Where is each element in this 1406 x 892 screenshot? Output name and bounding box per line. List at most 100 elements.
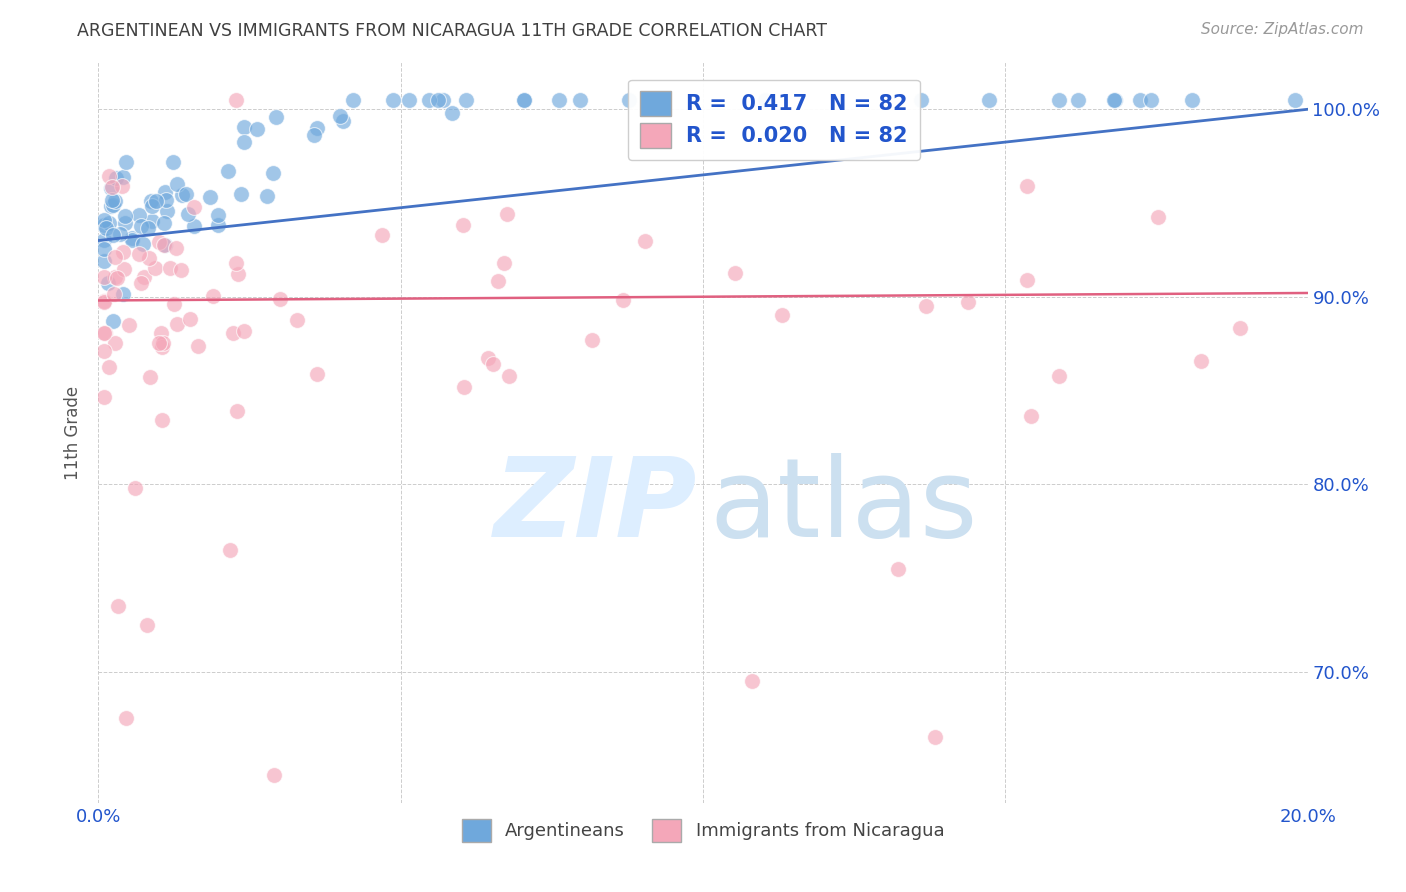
Point bbox=[103, 227, 125, 242]
Point bbox=[100, 179, 122, 194]
Point bbox=[1049, 93, 1071, 107]
Point bbox=[371, 227, 394, 242]
Point bbox=[129, 277, 152, 291]
Point bbox=[398, 93, 420, 107]
Point bbox=[101, 314, 124, 328]
Legend: Argentineans, Immigrants from Nicaragua: Argentineans, Immigrants from Nicaragua bbox=[454, 812, 952, 849]
Point bbox=[93, 295, 115, 310]
Point bbox=[104, 171, 127, 186]
Point bbox=[269, 292, 291, 306]
Point bbox=[162, 154, 184, 169]
Point bbox=[569, 93, 592, 107]
Point bbox=[93, 242, 115, 256]
Point bbox=[104, 270, 127, 285]
Point bbox=[131, 236, 153, 251]
Point bbox=[225, 93, 247, 107]
Point bbox=[114, 216, 136, 230]
Point bbox=[166, 317, 188, 331]
Point bbox=[329, 109, 352, 123]
Point bbox=[135, 617, 157, 632]
Text: Source: ZipAtlas.com: Source: ZipAtlas.com bbox=[1201, 22, 1364, 37]
Text: atlas: atlas bbox=[709, 453, 977, 560]
Point bbox=[1140, 93, 1163, 107]
Point bbox=[93, 218, 115, 232]
Point bbox=[128, 208, 150, 222]
Point bbox=[1047, 368, 1070, 383]
Point bbox=[233, 120, 256, 135]
Point bbox=[93, 233, 115, 247]
Point bbox=[159, 260, 181, 275]
Point bbox=[141, 214, 163, 228]
Point bbox=[100, 199, 122, 213]
Point bbox=[914, 299, 936, 313]
Point bbox=[246, 122, 269, 136]
Point bbox=[132, 270, 155, 285]
Point bbox=[619, 93, 641, 107]
Point bbox=[150, 340, 173, 354]
Point bbox=[121, 233, 143, 247]
Point bbox=[177, 207, 200, 221]
Point bbox=[305, 121, 328, 136]
Point bbox=[225, 256, 247, 270]
Point bbox=[1181, 93, 1204, 107]
Point bbox=[139, 194, 162, 208]
Point bbox=[93, 294, 115, 309]
Point bbox=[179, 312, 201, 326]
Point bbox=[451, 218, 474, 232]
Point bbox=[1284, 93, 1306, 107]
Point bbox=[263, 767, 285, 781]
Point bbox=[266, 110, 288, 124]
Point bbox=[924, 730, 946, 744]
Point bbox=[149, 326, 172, 341]
Point bbox=[232, 135, 254, 149]
Point bbox=[105, 270, 128, 285]
Point bbox=[482, 357, 505, 371]
Point bbox=[153, 185, 176, 199]
Point bbox=[332, 114, 354, 128]
Point bbox=[581, 333, 603, 347]
Point bbox=[262, 166, 284, 180]
Point bbox=[124, 481, 146, 495]
Point bbox=[454, 93, 477, 107]
Point bbox=[342, 93, 364, 107]
Point bbox=[754, 93, 776, 107]
Point bbox=[156, 203, 179, 218]
Point bbox=[136, 220, 159, 235]
Point bbox=[129, 219, 152, 233]
Point bbox=[139, 370, 162, 384]
Point bbox=[148, 335, 170, 350]
Point bbox=[302, 128, 325, 142]
Point bbox=[492, 255, 515, 269]
Point bbox=[104, 335, 127, 350]
Point bbox=[153, 238, 176, 252]
Point bbox=[101, 198, 124, 212]
Point bbox=[170, 263, 193, 277]
Point bbox=[117, 318, 139, 332]
Point bbox=[1189, 354, 1212, 368]
Point bbox=[382, 93, 405, 107]
Point bbox=[770, 308, 793, 322]
Text: ZIP: ZIP bbox=[494, 453, 697, 560]
Point bbox=[112, 169, 135, 184]
Point bbox=[1229, 320, 1251, 334]
Point bbox=[111, 178, 134, 193]
Point bbox=[98, 215, 121, 229]
Point bbox=[453, 379, 475, 393]
Point bbox=[956, 295, 979, 310]
Point bbox=[121, 231, 143, 245]
Point bbox=[226, 267, 249, 281]
Text: ARGENTINEAN VS IMMIGRANTS FROM NICARAGUA 11TH GRADE CORRELATION CHART: ARGENTINEAN VS IMMIGRANTS FROM NICARAGUA… bbox=[77, 22, 827, 40]
Point bbox=[174, 187, 197, 202]
Y-axis label: 11th Grade: 11th Grade bbox=[65, 385, 83, 480]
Point bbox=[115, 711, 138, 725]
Point bbox=[103, 194, 125, 208]
Point bbox=[440, 106, 463, 120]
Point bbox=[100, 181, 122, 195]
Point bbox=[1104, 93, 1126, 107]
Point bbox=[155, 194, 177, 208]
Point bbox=[477, 351, 499, 366]
Point bbox=[1015, 273, 1038, 287]
Point bbox=[910, 93, 932, 107]
Point bbox=[513, 93, 536, 107]
Point bbox=[217, 164, 239, 178]
